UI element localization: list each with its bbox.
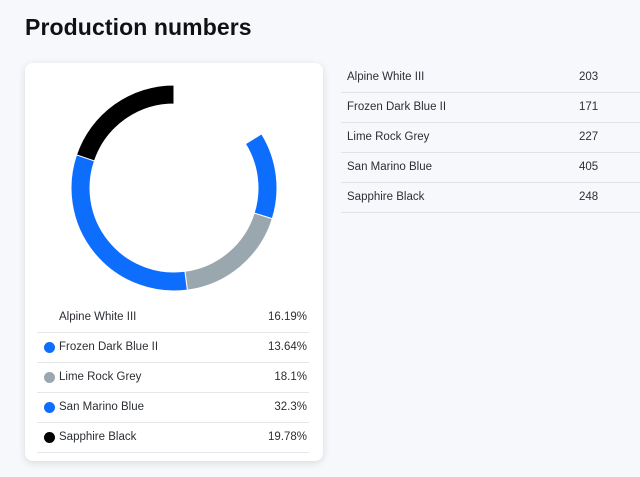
- donut-slice-frozen-dark-blue-ii[interactable]: [244, 133, 278, 220]
- legend-swatch: [44, 432, 55, 443]
- legend-label: Alpine White III: [59, 311, 137, 323]
- table-cell-value: 171: [579, 101, 599, 113]
- table-cell-name: Lime Rock Grey: [347, 131, 430, 143]
- legend-item: Alpine White III 16.19%: [37, 303, 309, 333]
- page-title: Production numbers: [25, 14, 252, 40]
- donut-slice-alpine-white-iii[interactable]: [173, 84, 263, 145]
- legend-label: Frozen Dark Blue II: [59, 341, 159, 353]
- donut-chart: [70, 84, 278, 292]
- donut-slice-lime-rock-grey[interactable]: [184, 212, 273, 291]
- legend-label: Sapphire Black: [59, 431, 137, 443]
- table-cell-value: 405: [579, 161, 599, 173]
- legend-item: San Marino Blue 32.3%: [37, 393, 309, 423]
- table-cell-name: Frozen Dark Blue II: [347, 101, 447, 113]
- legend-percent: 13.64%: [267, 341, 307, 353]
- table-row: Sapphire Black 248: [341, 183, 640, 213]
- donut-svg: [70, 84, 278, 292]
- table-row: San Marino Blue 405: [341, 153, 640, 183]
- legend-percent: 16.19%: [267, 311, 307, 323]
- legend-percent: 19.78%: [267, 431, 307, 443]
- legend-percent: 32.3%: [274, 401, 307, 413]
- chart-card: Alpine White III 16.19% Frozen Dark Blue…: [25, 63, 323, 461]
- table-row: Alpine White III 203: [341, 63, 640, 93]
- chart-legend: Alpine White III 16.19% Frozen Dark Blue…: [37, 303, 309, 453]
- table-cell-name: Sapphire Black: [347, 191, 425, 203]
- legend-swatch: [44, 342, 55, 353]
- table-cell-value: 227: [579, 131, 599, 143]
- legend-item: Frozen Dark Blue II 13.64%: [37, 333, 309, 363]
- table-row: Frozen Dark Blue II 171: [341, 93, 640, 123]
- donut-slice-sapphire-black[interactable]: [75, 84, 175, 162]
- legend-swatch: [44, 402, 55, 413]
- table-row: Lime Rock Grey 227: [341, 123, 640, 153]
- legend-swatch: [44, 372, 55, 383]
- production-table: Alpine White III 203 Frozen Dark Blue II…: [341, 63, 640, 213]
- table-cell-name: Alpine White III: [347, 71, 425, 83]
- table-cell-value: 203: [579, 71, 599, 83]
- table-cell-name: San Marino Blue: [347, 161, 433, 173]
- legend-item: Lime Rock Grey 18.1%: [37, 363, 309, 393]
- donut-slice-san-marino-blue[interactable]: [70, 154, 188, 292]
- legend-item: Sapphire Black 19.78%: [37, 423, 309, 453]
- legend-label: San Marino Blue: [59, 401, 145, 413]
- table-cell-value: 248: [579, 191, 599, 203]
- legend-swatch: [44, 312, 55, 323]
- legend-percent: 18.1%: [274, 371, 307, 383]
- legend-label: Lime Rock Grey: [59, 371, 142, 383]
